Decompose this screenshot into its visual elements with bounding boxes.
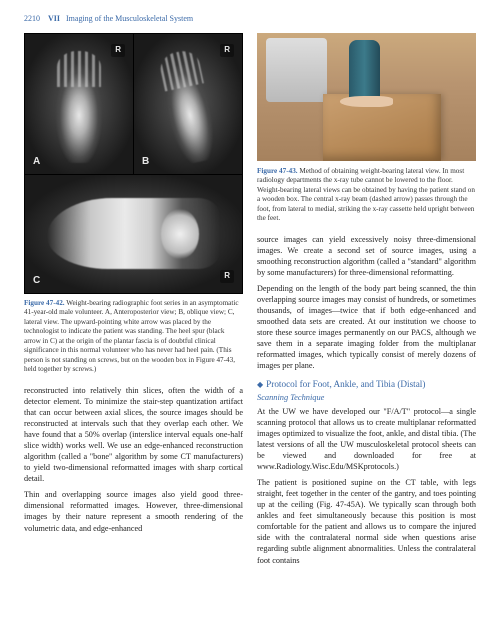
figure-47-42-composite: R A R B R C bbox=[24, 33, 243, 294]
section-title: Imaging of the Musculoskeletal System bbox=[66, 14, 193, 23]
paragraph: Thin and overlapping source images also … bbox=[24, 489, 243, 533]
paragraph: The patient is positioned supine on the … bbox=[257, 477, 476, 566]
section-number: VII bbox=[48, 14, 60, 23]
r-marker: R bbox=[220, 270, 234, 283]
xray-panel-b: R B bbox=[134, 34, 242, 174]
patient-foot bbox=[340, 96, 393, 108]
right-body-text: source images can yield excessively nois… bbox=[257, 234, 476, 566]
panel-label-c: C bbox=[29, 273, 44, 289]
protocol-heading: ◆Protocol for Foot, Ankle, and Tibia (Di… bbox=[257, 378, 476, 391]
heading-text: Protocol for Foot, Ankle, and Tibia (Dis… bbox=[266, 379, 425, 389]
paragraph: source images can yield excessively nois… bbox=[257, 234, 476, 278]
page-number: 2210 bbox=[24, 14, 40, 23]
figure-47-43-caption: Figure 47-43. Method of obtaining weight… bbox=[257, 167, 476, 224]
figure-47-43-photo bbox=[257, 33, 476, 161]
xray-tube-arm bbox=[266, 38, 327, 102]
right-column: Figure 47-43. Method of obtaining weight… bbox=[257, 33, 476, 571]
foot-oblique-image bbox=[143, 39, 232, 169]
scanning-technique-subheading: Scanning Technique bbox=[257, 392, 476, 403]
diamond-icon: ◆ bbox=[257, 380, 263, 389]
panel-label-b: B bbox=[138, 154, 153, 170]
figure-47-42-caption: Figure 47-42. Weight-bearing radiographi… bbox=[24, 299, 243, 375]
left-body-text: reconstructed into relatively thin slice… bbox=[24, 385, 243, 534]
left-column: R A R B R C Figure 47-42. Weight-bearing… bbox=[24, 33, 243, 571]
figure-caption-text: Weight-bearing radiographic foot series … bbox=[24, 299, 239, 374]
paragraph: reconstructed into relatively thin slice… bbox=[24, 385, 243, 485]
xray-panel-a: R A bbox=[25, 34, 133, 174]
running-header: 2210 VII Imaging of the Musculoskeletal … bbox=[24, 14, 476, 25]
foot-ap-image bbox=[42, 44, 115, 163]
r-marker: R bbox=[220, 44, 234, 57]
foot-lateral-image bbox=[47, 198, 221, 269]
figure-number: Figure 47-43. bbox=[257, 167, 298, 175]
panel-label-a: A bbox=[29, 154, 44, 170]
paragraph: At the UW we have developed our "F/A/T" … bbox=[257, 406, 476, 472]
paragraph: Depending on the length of the body part… bbox=[257, 283, 476, 372]
patient-leg bbox=[349, 40, 380, 101]
figure-number: Figure 47-42. bbox=[24, 299, 65, 307]
figure-caption-text: Method of obtaining weight-bearing later… bbox=[257, 167, 475, 223]
r-marker: R bbox=[111, 44, 125, 57]
xray-panel-c: R C bbox=[25, 175, 242, 293]
